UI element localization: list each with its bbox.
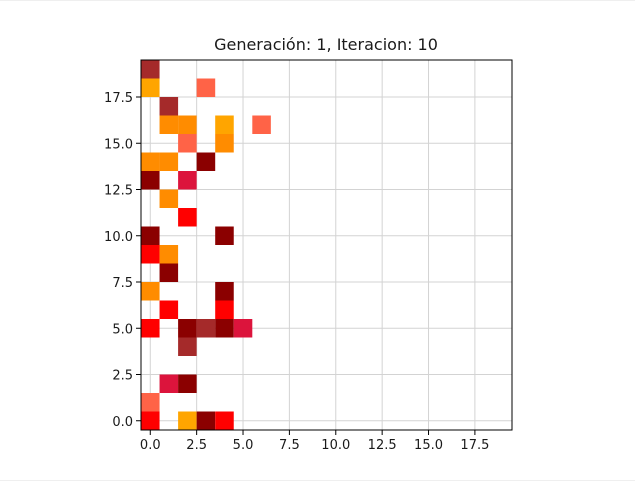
y-tick-label: 15.0 xyxy=(104,137,133,152)
heatmap-cell xyxy=(178,208,197,227)
heatmap-cell xyxy=(178,134,197,153)
heatmap-cell xyxy=(141,411,160,430)
top-border-line xyxy=(0,0,635,1)
heatmap-cell xyxy=(141,171,160,190)
heatmap-cell xyxy=(215,226,234,245)
heatmap-cell xyxy=(178,319,197,338)
heatmap-cell xyxy=(159,189,179,208)
x-tick-label: 2.5 xyxy=(186,438,207,453)
heatmap-cell xyxy=(215,115,234,134)
bottom-border-line xyxy=(0,480,635,481)
chart-title: Generación: 1, Iteracion: 10 xyxy=(214,35,438,54)
y-tick-label: 2.5 xyxy=(112,369,133,384)
heatmap-cell xyxy=(141,152,160,171)
x-tick-label: 5.0 xyxy=(233,438,254,453)
y-tick-label: 5.0 xyxy=(112,322,133,337)
y-tick-label: 17.5 xyxy=(104,91,133,106)
heatmap-cell xyxy=(178,411,197,430)
heatmap-cell xyxy=(159,300,179,319)
heatmap-cell xyxy=(196,319,216,338)
heatmap-cell xyxy=(215,282,234,301)
x-tick-label: 15.0 xyxy=(414,438,443,453)
y-axis-ticks: 0.0 2.5 5.0 7.5 10.0 12.5 15.0 17.5 xyxy=(104,91,141,430)
heatmap-cell xyxy=(141,78,160,97)
heatmap-cell xyxy=(159,263,179,282)
heatmap-cell xyxy=(159,374,179,393)
grid-lines xyxy=(141,60,512,430)
heatmap-cell xyxy=(215,134,234,153)
heatmap-cell xyxy=(159,97,179,116)
heatmap-cell xyxy=(141,319,160,338)
heatmap-cell xyxy=(233,319,253,338)
x-tick-label: 0.0 xyxy=(140,438,161,453)
heatmap-cell xyxy=(196,152,216,171)
x-tick-label: 17.5 xyxy=(460,438,489,453)
heatmap-cell xyxy=(215,300,234,319)
heatmap-cell xyxy=(178,115,197,134)
x-axis-ticks: 0.0 2.5 5.0 7.5 10.0 12.5 15.0 17.5 xyxy=(140,430,489,453)
heatmap-cell xyxy=(141,226,160,245)
y-tick-label: 0.0 xyxy=(112,415,133,430)
y-tick-label: 12.5 xyxy=(104,184,133,199)
heatmap-cell xyxy=(159,115,179,134)
heatmap-cell xyxy=(141,393,160,412)
heatmap-cell xyxy=(159,152,179,171)
heatmap-cell xyxy=(178,337,197,356)
heatmap-cell xyxy=(178,374,197,393)
x-tick-label: 12.5 xyxy=(368,438,397,453)
heatmap-cell xyxy=(141,245,160,264)
heatmap-cell xyxy=(141,60,160,79)
plot-area-frame xyxy=(140,59,513,431)
heatmap-cell xyxy=(252,115,271,134)
x-tick-label: 10.0 xyxy=(321,438,350,453)
heatmap-cell xyxy=(178,171,197,190)
heatmap-cell xyxy=(159,245,179,264)
x-tick-label: 7.5 xyxy=(279,438,300,453)
heatmap-cell xyxy=(196,411,216,430)
y-tick-label: 10.0 xyxy=(104,230,133,245)
y-tick-label: 7.5 xyxy=(112,276,133,291)
heatmap-cell xyxy=(141,282,160,301)
heatmap-cell xyxy=(215,411,234,430)
heatmap-cell xyxy=(196,78,216,97)
heatmap-cell xyxy=(215,319,234,338)
heatmap-cells xyxy=(141,60,271,430)
